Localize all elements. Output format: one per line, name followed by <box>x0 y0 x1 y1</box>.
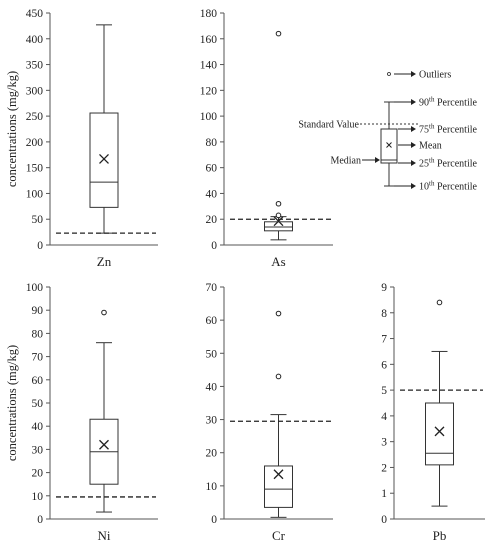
legend-label-outliers: Outliers <box>419 70 451 81</box>
y-tick-label: 20 <box>32 468 44 480</box>
category-label: Pb <box>433 528 447 543</box>
legend-label-p75: 75th Percentile <box>419 123 477 136</box>
outlier-point <box>275 373 282 380</box>
y-tick-label: 200 <box>26 137 44 149</box>
y-tick-label: 350 <box>26 60 44 72</box>
outlier-point <box>275 310 282 317</box>
y-axis-title: concentrations (mg/kg) <box>5 345 19 461</box>
y-tick-label: 40 <box>206 381 218 393</box>
mean-marker <box>273 469 284 480</box>
legend-arrow-outliers-head <box>411 71 416 77</box>
y-tick-label: 10 <box>32 491 44 503</box>
panel-zn: 0 50 100 150 200 250 300 350 400 450 Zn concentrati… <box>5 8 158 269</box>
legend-arrow-p90-head <box>411 99 416 105</box>
y-axis-title: concentrations (mg/kg) <box>5 71 19 187</box>
y-tick-label: 400 <box>26 34 44 46</box>
outlier-point <box>101 309 107 316</box>
y-tick-label: 40 <box>32 421 44 433</box>
y-tick-label: 100 <box>26 188 44 200</box>
y-tick-label: 9 <box>381 282 387 294</box>
mean-marker <box>99 439 109 450</box>
box-iqr <box>264 221 293 232</box>
y-tick-label: 0 <box>211 514 217 526</box>
y-tick-label: 300 <box>26 85 44 97</box>
y-tick-label: 120 <box>200 85 218 97</box>
legend-mean-marker <box>386 142 392 148</box>
mean-marker <box>434 426 445 437</box>
y-tick-label: 90 <box>32 305 44 317</box>
panel-as: 0 20 40 60 80 100 120 140 160 180 As <box>200 8 333 269</box>
y-tick-label: 80 <box>32 328 44 340</box>
box-iqr <box>89 112 119 208</box>
legend-outlier-point <box>387 72 391 76</box>
legend: Outliers Standard Value Mean Median <box>298 70 451 189</box>
category-label: Ni <box>98 528 111 543</box>
mean-marker <box>99 153 109 164</box>
y-tick-label: 1 <box>381 488 387 500</box>
y-tick-label: 30 <box>206 415 218 427</box>
y-tick-label: 20 <box>206 214 218 226</box>
legend-label-p25: 25th Percentile <box>419 157 477 170</box>
y-tick-label: 50 <box>32 398 44 410</box>
y-tick-label: 250 <box>26 111 44 123</box>
box-iqr <box>264 465 293 508</box>
outlier-point <box>275 30 282 37</box>
category-label: Zn <box>97 254 112 269</box>
y-tick-label: 50 <box>206 348 218 360</box>
y-tick-label: 20 <box>206 448 218 460</box>
legend-label-p10: 10th Percentile <box>419 180 477 193</box>
legend-label-mean: Mean <box>419 141 442 152</box>
legend-arrow-mean-head <box>411 142 416 148</box>
y-tick-label: 3 <box>381 437 387 449</box>
y-tick-label: 2 <box>381 462 387 474</box>
legend-label-median: Median <box>330 156 361 167</box>
y-tick-label: 60 <box>206 315 218 327</box>
legend-label-p90: 90th Percentile <box>419 96 477 109</box>
box-iqr <box>425 402 454 466</box>
outlier-point <box>436 299 443 306</box>
y-tick-label: 8 <box>381 308 387 320</box>
y-tick-label: 160 <box>200 34 218 46</box>
y-tick-label: 0 <box>381 514 387 526</box>
legend-arrow-median-head <box>375 157 380 163</box>
y-tick-label: 450 <box>26 8 44 20</box>
category-label: As <box>271 254 285 269</box>
y-tick-label: 70 <box>32 352 44 364</box>
outlier-point <box>275 212 282 219</box>
y-tick-label: 70 <box>206 282 218 294</box>
y-tick-label: 5 <box>381 385 387 397</box>
legend-box <box>380 128 398 164</box>
panel-ni: 0 10 20 30 40 50 60 70 80 90 100 Ni concentrations (… <box>5 282 158 543</box>
y-tick-label: 4 <box>381 411 387 423</box>
y-tick-label: 60 <box>32 375 44 387</box>
y-tick-label: 10 <box>206 481 218 493</box>
legend-label-standard-value: Standard Value <box>298 120 359 131</box>
category-label: Cr <box>272 528 286 543</box>
legend-arrow-p75-head <box>411 126 416 132</box>
y-tick-label: 50 <box>32 214 44 226</box>
y-tick-label: 180 <box>200 8 218 20</box>
y-tick-label: 60 <box>206 163 218 175</box>
y-tick-label: 150 <box>26 163 44 175</box>
y-tick-label: 7 <box>381 334 387 346</box>
y-tick-label: 80 <box>206 137 218 149</box>
y-tick-label: 30 <box>32 444 44 456</box>
legend-arrow-p10-head <box>411 183 416 189</box>
outlier-point <box>275 200 282 207</box>
y-tick-label: 40 <box>206 188 218 200</box>
y-tick-label: 0 <box>37 240 43 252</box>
y-tick-label: 100 <box>200 111 218 123</box>
y-tick-label: 6 <box>381 359 387 371</box>
y-tick-label: 0 <box>37 514 43 526</box>
y-tick-label: 100 <box>26 282 44 294</box>
y-tick-label: 140 <box>200 60 218 72</box>
legend-arrow-p25-head <box>411 160 416 166</box>
y-tick-label: 0 <box>211 240 217 252</box>
panel-pb: 0 1 2 3 4 5 6 7 8 9 Pb <box>381 282 485 543</box>
mean-marker <box>273 216 284 227</box>
panel-cr: 0 10 20 30 40 50 60 70 Cr <box>206 282 333 543</box>
